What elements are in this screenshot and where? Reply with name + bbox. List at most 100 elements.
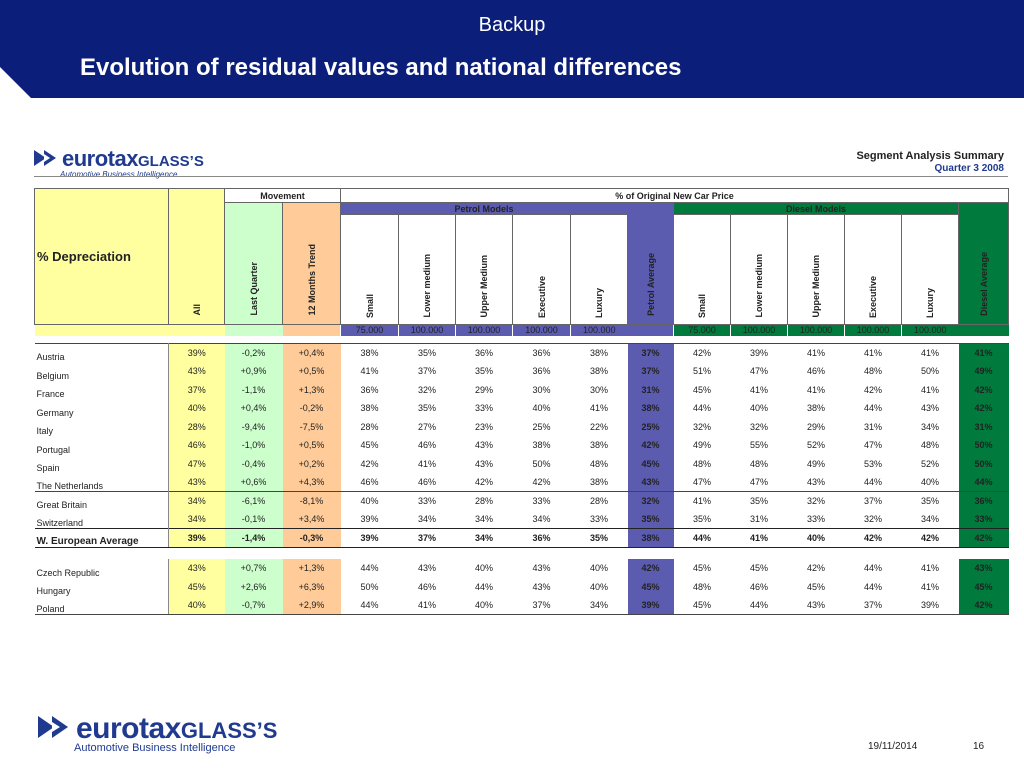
petrol-value: 35% (417, 403, 436, 414)
diesel-value: 39% (901, 596, 959, 615)
petrol-value: 40% (532, 403, 551, 414)
col-all-header: All (168, 188, 225, 325)
trend-value: +0,5% (282, 436, 341, 455)
petrol-value: 46% (417, 581, 436, 592)
segment-header: Lower medium (398, 214, 456, 325)
brand-logo-top: eurotax GLASS’S Automotive Business Inte… (34, 146, 204, 179)
diesel-value: 34% (920, 514, 939, 524)
country-name: Hungary (34, 577, 169, 596)
diesel-value: 47% (749, 366, 768, 377)
segment-analysis-table: % Depreciation All Movement % of Origina… (34, 188, 1009, 615)
diesel-value: 42% (844, 528, 902, 548)
backup-label: Backup (478, 14, 546, 36)
petrol-value: 38% (570, 343, 628, 362)
segment-header: Luxury (570, 214, 628, 325)
petrol-average-value: 38% (627, 528, 674, 548)
all-value: 37% (168, 380, 225, 399)
petrol-value: 37% (512, 596, 571, 615)
segment-header: Executive (512, 214, 571, 325)
diesel-value: 35% (692, 514, 711, 524)
petrol-value: 43% (474, 458, 493, 469)
petrol-value: 32% (417, 384, 436, 395)
table-row: Hungary 45% +2,6% +6,3% 50% 46% 44% 43% 40% 45% 48… (34, 577, 1009, 596)
petrol-value: 41% (417, 458, 436, 469)
petrol-value: 40% (589, 563, 608, 574)
diesel-value: 44% (863, 563, 882, 574)
petrol-value: 41% (398, 596, 456, 615)
diesel-value: 52% (806, 440, 825, 451)
movement-header: Movement (224, 188, 341, 203)
segment-header: Upper Medium (455, 214, 513, 325)
table-row: Germany 40% +0,4% -0,2% 38% 35% 33% 40% 41% 38% 44… (34, 399, 1009, 418)
diesel-value: 40% (787, 528, 845, 548)
diesel-value: 48% (692, 581, 711, 592)
table-row: W. European Average 39% -1,4% -0,3% 39% 37% 34… (34, 528, 1009, 548)
depreciation-header: % Depreciation (34, 188, 169, 325)
diesel-average-value: 42% (958, 399, 1009, 418)
segment-volume: 75.000 (673, 324, 731, 336)
slide-header (0, 0, 1024, 98)
diesel-average-value: 42% (958, 596, 1009, 615)
country-name: Spain (34, 454, 169, 473)
page-number: 16 (973, 741, 985, 752)
petrol-average-value: 31% (627, 380, 674, 399)
diesel-value: 44% (863, 403, 882, 414)
diesel-value: 48% (863, 366, 882, 377)
diesel-value: 45% (673, 596, 731, 615)
segment-volume: 100.000 (844, 324, 902, 336)
diesel-value: 41% (730, 528, 788, 548)
trend-value: +4,3% (282, 473, 341, 492)
diesel-average-value: 36% (958, 491, 1009, 510)
petrol-value: 39% (360, 514, 379, 524)
diesel-value: 44% (863, 477, 882, 487)
petrol-value: 38% (589, 366, 608, 377)
petrol-value: 36% (360, 384, 379, 395)
diesel-value: 46% (749, 581, 768, 592)
diesel-average-header: Diesel Average (958, 202, 1009, 325)
petrol-value: 30% (532, 384, 551, 395)
diesel-value: 41% (806, 384, 825, 395)
segment-volume: 100.000 (787, 324, 845, 336)
diesel-average-value: 41% (958, 343, 1009, 362)
petrol-value: 44% (474, 581, 493, 592)
last-quarter-value: +0,7% (224, 559, 283, 578)
volume-spacer (282, 324, 341, 336)
segment-header: Luxury (901, 214, 959, 325)
all-value: 40% (168, 399, 225, 418)
segment-volume: 100.000 (901, 324, 959, 336)
country-name: Belgium (34, 362, 169, 381)
country-name: Poland (34, 596, 169, 615)
petrol-value: 30% (589, 384, 608, 395)
segment-header: Lower medium (730, 214, 788, 325)
trend-value: +2,9% (282, 596, 341, 615)
petrol-average-value: 35% (627, 510, 674, 529)
all-value: 47% (168, 454, 225, 473)
petrol-value: 34% (474, 514, 493, 524)
diesel-value: 31% (863, 421, 882, 432)
petrol-value: 40% (340, 491, 399, 510)
last-quarter-value: -0,7% (224, 596, 283, 615)
petrol-value: 46% (417, 477, 436, 487)
segment-header: Executive (844, 214, 902, 325)
diesel-value: 48% (749, 458, 768, 469)
petrol-value: 23% (474, 421, 493, 432)
trend-value: -0,2% (282, 399, 341, 418)
diesel-value: 41% (749, 384, 768, 395)
diesel-value: 40% (920, 477, 939, 487)
trend-value: +6,3% (282, 577, 341, 596)
diesel-average-value: 33% (958, 510, 1009, 529)
all-value: 43% (168, 473, 225, 492)
trend-value: +0,2% (282, 454, 341, 473)
diesel-value: 48% (920, 440, 939, 451)
diesel-average-value: 44% (958, 473, 1009, 492)
petrol-value: 38% (360, 403, 379, 414)
diesel-value: 47% (749, 477, 768, 487)
all-value: 46% (168, 436, 225, 455)
petrol-average-header: Petrol Average (627, 202, 674, 325)
summary-quarter: Quarter 3 2008 (934, 163, 1005, 174)
petrol-value: 46% (360, 477, 379, 487)
last-quarter-value: +0,6% (224, 473, 283, 492)
all-value: 34% (168, 491, 225, 510)
diesel-value: 42% (863, 384, 882, 395)
petrol-value: 36% (532, 366, 551, 377)
